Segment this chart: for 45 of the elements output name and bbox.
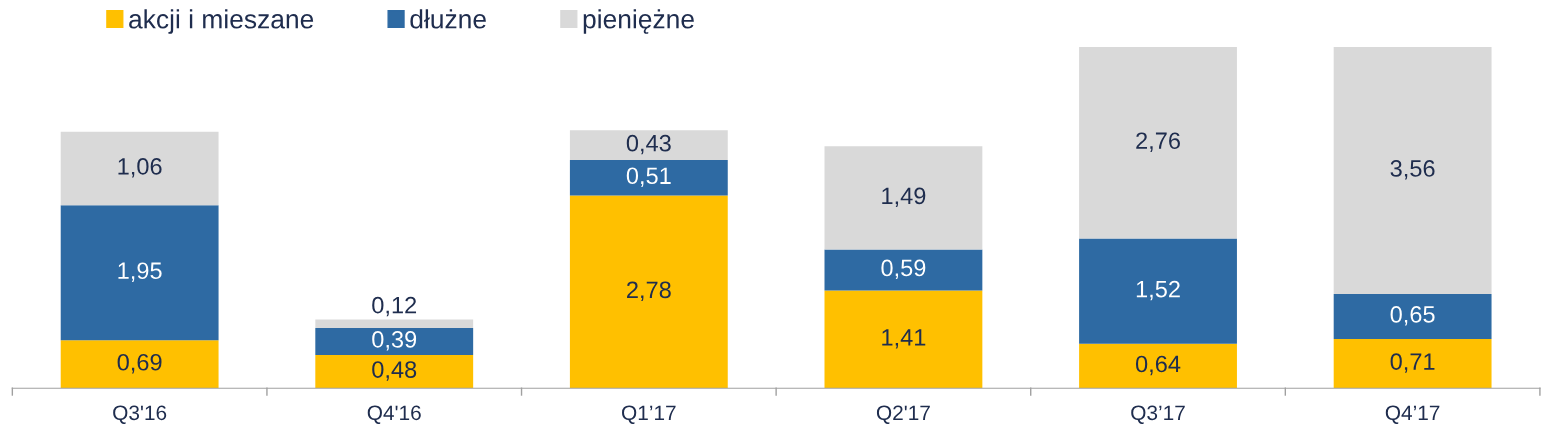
legend-label: dłużne [410,9,486,29]
bar [315,319,474,328]
bar [569,195,728,389]
data-label: 0,12 [372,296,417,317]
bar [824,146,983,250]
data-label: 0,39 [372,331,417,351]
data-label: 1,95 [118,262,162,282]
x-tick-label: Q4’17 [1385,405,1440,424]
bar [60,131,219,206]
legend-label: akcji i mieszane [129,9,314,34]
bar [1333,47,1492,294]
data-label: 3,56 [1390,160,1435,180]
data-label: 2,76 [1136,132,1180,152]
bar [315,327,474,355]
bar [60,205,219,341]
bar [1079,343,1237,389]
data-label: 0,51 [626,167,671,187]
x-tick-label: Q4'16 [367,405,421,424]
data-label: 1,06 [118,158,162,178]
bar [1333,338,1492,389]
data-label: 1,49 [882,187,926,208]
data-label: 0,64 [1135,355,1181,376]
data-label: 0,65 [1390,306,1435,326]
bar [824,249,983,291]
x-tick-label: Q2'17 [876,405,930,424]
bar [315,354,474,389]
bar [569,130,728,161]
x-tick-label: Q1’17 [622,405,676,424]
bar [1079,47,1237,239]
data-label: 0,71 [1390,353,1435,373]
bar [569,160,728,196]
bar [60,340,219,389]
data-label: 1,41 [882,329,926,349]
bar [824,290,983,389]
x-tick-label: Q3’17 [1131,405,1185,424]
data-label: 0,43 [626,134,671,155]
legend-label: pieniężne [583,9,694,34]
data-label: 0,48 [372,361,417,381]
data-label: 2,78 [627,281,671,301]
x-tick-label: Q3'16 [113,405,167,424]
data-label: 0,59 [881,259,926,280]
bar [1333,293,1492,339]
bar [1079,238,1237,344]
data-label: 0,69 [117,353,162,374]
data-label: 1,52 [1136,280,1180,301]
